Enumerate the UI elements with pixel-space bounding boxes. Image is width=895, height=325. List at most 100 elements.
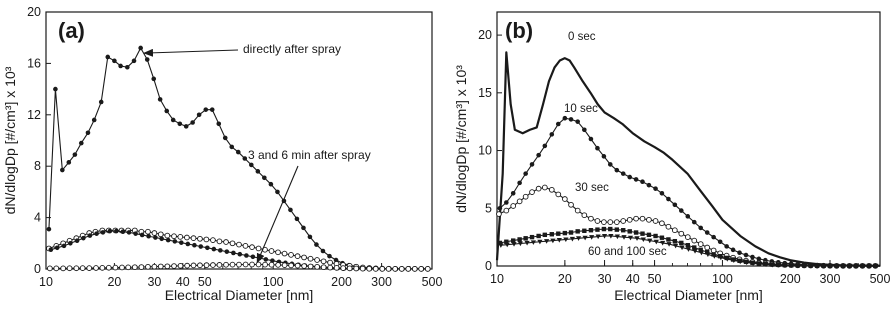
series-0 bbox=[46, 45, 430, 272]
y-tick-label: 8 bbox=[34, 159, 41, 173]
data-point bbox=[105, 54, 111, 60]
data-point bbox=[320, 264, 327, 271]
data-point bbox=[353, 265, 360, 272]
data-point bbox=[320, 258, 327, 265]
x-tick-label: 30 bbox=[147, 275, 161, 289]
y-tick-label: 0 bbox=[485, 259, 492, 273]
annotation-label: 60 and 100 sec bbox=[588, 246, 667, 258]
data-point bbox=[268, 181, 274, 187]
data-point bbox=[151, 76, 157, 82]
data-point bbox=[372, 266, 379, 272]
data-point bbox=[126, 230, 132, 235]
annotation-label: 30 sec bbox=[575, 182, 609, 194]
data-point bbox=[145, 263, 151, 270]
data-point bbox=[627, 229, 632, 234]
data-point bbox=[385, 266, 392, 272]
data-point bbox=[511, 242, 517, 247]
data-point bbox=[853, 263, 860, 269]
data-point bbox=[679, 240, 684, 246]
data-point bbox=[563, 237, 569, 243]
data-point bbox=[262, 261, 268, 268]
data-point bbox=[595, 234, 601, 240]
data-point bbox=[209, 107, 215, 112]
data-point bbox=[541, 184, 548, 191]
x-tick-label: 200 bbox=[331, 275, 352, 289]
data-point bbox=[86, 265, 93, 271]
x-tick-label: 40 bbox=[626, 272, 640, 286]
data-point bbox=[281, 250, 288, 257]
data-point bbox=[138, 264, 145, 270]
data-point bbox=[216, 121, 222, 127]
data-point bbox=[177, 262, 184, 269]
data-point bbox=[653, 233, 658, 239]
data-point bbox=[216, 238, 223, 245]
data-point bbox=[530, 240, 536, 245]
data-point bbox=[595, 227, 600, 232]
data-point bbox=[307, 263, 314, 270]
data-point bbox=[307, 255, 314, 262]
data-point bbox=[672, 202, 678, 208]
data-point bbox=[614, 227, 620, 232]
data-point bbox=[53, 265, 60, 272]
data-point bbox=[98, 99, 104, 105]
plot-frame bbox=[496, 11, 881, 267]
data-point bbox=[242, 156, 248, 161]
data-point bbox=[497, 205, 503, 211]
data-point bbox=[255, 169, 261, 174]
data-point bbox=[581, 212, 588, 219]
data-point bbox=[601, 233, 608, 239]
data-point bbox=[263, 257, 269, 262]
data-point bbox=[795, 263, 801, 269]
x-tick-label: 50 bbox=[648, 272, 662, 286]
data-point bbox=[405, 266, 412, 272]
annotation-label: 0 sec bbox=[568, 31, 596, 43]
data-point bbox=[517, 180, 522, 186]
data-point bbox=[607, 219, 614, 225]
data-point bbox=[665, 223, 672, 230]
data-point bbox=[275, 262, 281, 268]
data-point bbox=[203, 107, 209, 112]
data-point bbox=[679, 245, 685, 251]
data-point bbox=[659, 235, 665, 240]
x-tick-label: 300 bbox=[820, 272, 841, 286]
data-point bbox=[588, 136, 594, 142]
panel-a: 0 4 8 12 16 20 10 20 30 40 50 100 200 300 500 Electrica… bbox=[2, 5, 442, 303]
data-point bbox=[112, 58, 117, 64]
data-point bbox=[497, 240, 503, 246]
data-point bbox=[659, 190, 665, 196]
data-point bbox=[756, 262, 763, 267]
data-point bbox=[224, 249, 230, 254]
data-point bbox=[288, 252, 294, 258]
data-point bbox=[537, 239, 543, 245]
series-2 bbox=[496, 184, 879, 269]
data-point bbox=[666, 242, 672, 247]
data-point bbox=[138, 45, 143, 51]
data-point bbox=[556, 231, 561, 236]
data-point bbox=[737, 259, 743, 265]
data-point bbox=[568, 201, 574, 208]
series-line bbox=[498, 186, 876, 267]
series-0 bbox=[495, 51, 880, 267]
data-point bbox=[327, 264, 333, 271]
data-point bbox=[223, 261, 229, 268]
data-point bbox=[529, 234, 535, 240]
data-point bbox=[601, 226, 607, 232]
data-point bbox=[621, 235, 627, 240]
data-point bbox=[634, 236, 640, 241]
data-point bbox=[66, 160, 72, 165]
data-point bbox=[262, 175, 267, 181]
data-point bbox=[54, 245, 60, 251]
data-point bbox=[242, 243, 249, 249]
data-point bbox=[743, 252, 749, 258]
data-point bbox=[562, 196, 568, 202]
data-point bbox=[633, 177, 639, 182]
data-point bbox=[659, 220, 665, 227]
data-point bbox=[711, 234, 716, 240]
data-point bbox=[504, 200, 509, 205]
data-point bbox=[620, 218, 627, 224]
data-point bbox=[840, 263, 846, 269]
data-point bbox=[588, 215, 594, 222]
data-point bbox=[529, 189, 535, 195]
data-point bbox=[763, 262, 769, 268]
